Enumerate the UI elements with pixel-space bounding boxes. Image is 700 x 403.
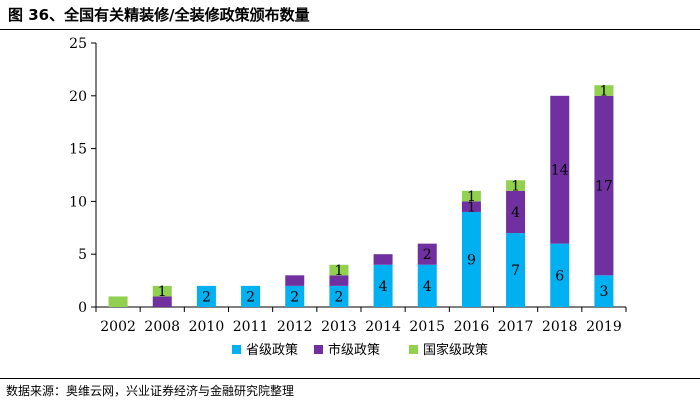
x-tick-label: 2017 (498, 319, 534, 335)
bar-2018-series-1 (550, 95, 570, 244)
data-label: 17 (595, 179, 613, 195)
bar-2016-series-2 (461, 190, 481, 202)
bar-2014-series-0 (373, 264, 393, 307)
bar-2010-series-0 (196, 285, 216, 307)
data-label: 7 (511, 263, 520, 279)
bar-2011-series-0 (241, 285, 261, 307)
data-label: 4 (379, 279, 388, 295)
data-label: 4 (511, 205, 520, 221)
x-tick-label: 2010 (189, 319, 225, 335)
bar-2019-series-2 (594, 85, 614, 96)
x-tick-label: 2019 (586, 319, 622, 335)
data-label: 2 (334, 289, 343, 305)
x-tick-label: 2002 (100, 319, 136, 335)
bar-2013-series-0 (329, 285, 349, 307)
bar-2017-series-0 (506, 233, 526, 307)
y-tick-label: 0 (78, 300, 87, 316)
data-label: 1 (158, 284, 167, 300)
data-label: 6 (555, 268, 564, 284)
legend-swatch-2 (409, 345, 418, 354)
bar-2019-series-1 (594, 95, 614, 276)
data-label: 1 (467, 189, 476, 205)
x-tick-label: 2013 (321, 319, 357, 335)
bar-2002-series-2 (108, 296, 128, 307)
bar-2015-series-0 (417, 264, 437, 307)
legend-swatch-0 (232, 345, 241, 354)
bar-2013-series-1 (329, 275, 349, 286)
bar-2018-series-0 (550, 243, 570, 307)
legend-label-2: 国家级政策 (423, 342, 488, 358)
bar-2014-series-1 (373, 254, 393, 265)
bar-2017-series-1 (506, 190, 526, 234)
data-label: 2 (290, 289, 299, 305)
legend-label-0: 省级政策 (246, 342, 298, 358)
legend-swatch-1 (314, 345, 323, 354)
data-label: 1 (467, 200, 476, 216)
data-label: 4 (423, 279, 432, 295)
x-tick-label: 2012 (277, 319, 313, 335)
y-tick-label: 10 (69, 194, 87, 210)
bar-2015-series-1 (417, 243, 437, 265)
data-label: 9 (467, 252, 476, 268)
data-label: 2 (202, 289, 211, 305)
data-label: 14 (551, 163, 569, 179)
bar-2019-series-0 (594, 275, 614, 307)
y-tick-label: 15 (69, 142, 87, 158)
title-rule (0, 29, 700, 30)
bar-2013-series-2 (329, 264, 349, 276)
data-label: 1 (334, 263, 343, 279)
source-note: 数据来源：奥维云网，兴业证券经济与金融研究院整理 (6, 384, 295, 398)
source-rule (0, 378, 700, 379)
data-label: 2 (246, 289, 255, 305)
x-tick-label: 2018 (542, 319, 578, 335)
bar-2017-series-2 (506, 180, 526, 191)
bar-2012-series-0 (285, 285, 305, 307)
y-tick-label: 25 (69, 36, 87, 52)
bar-2012-series-1 (285, 275, 305, 286)
bar-2008-series-1 (152, 296, 172, 307)
legend-label-1: 市级政策 (328, 342, 380, 358)
data-label: 2 (423, 247, 432, 263)
x-tick-label: 2014 (365, 319, 401, 335)
x-tick-label: 2008 (144, 319, 180, 335)
data-label: 3 (599, 284, 608, 300)
chart-title: 图 36、全国有关精装修/全装修政策颁布数量 (8, 6, 310, 24)
x-tick-label: 2011 (233, 319, 269, 335)
data-label: 1 (599, 84, 608, 100)
bar-2016-series-0 (461, 211, 481, 307)
x-tick-label: 2015 (409, 319, 445, 335)
y-tick-label: 20 (69, 89, 87, 105)
x-tick-label: 2016 (454, 319, 490, 335)
bar-2008-series-2 (152, 285, 172, 297)
y-tick-label: 5 (78, 247, 87, 263)
bar-2016-series-1 (461, 201, 481, 212)
data-label: 1 (511, 179, 520, 195)
